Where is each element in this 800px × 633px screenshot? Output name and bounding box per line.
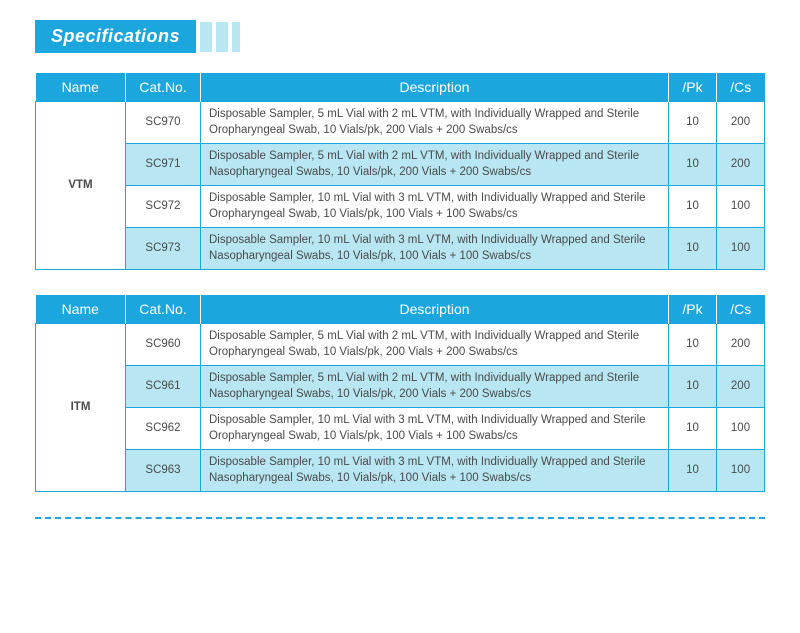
cat-no-cell: SC973 <box>126 228 201 270</box>
page-title: Specifications <box>35 20 196 53</box>
cs-cell: 200 <box>717 324 765 366</box>
pk-cell: 10 <box>669 450 717 492</box>
header-desc: Description <box>201 73 669 102</box>
stripe-3 <box>232 22 240 52</box>
group-name-cell: VTM <box>36 102 126 270</box>
cat-no-cell: SC972 <box>126 186 201 228</box>
table-row: SC962Disposable Sampler, 10 mL Vial with… <box>36 408 765 450</box>
header-pk: /Pk <box>669 73 717 102</box>
tables-container: NameCat.No.Description/Pk/CsVTMSC970Disp… <box>35 73 765 492</box>
dashed-divider <box>35 517 765 519</box>
cs-cell: 200 <box>717 144 765 186</box>
cat-no-cell: SC971 <box>126 144 201 186</box>
header-pk: /Pk <box>669 295 717 324</box>
header-cat: Cat.No. <box>126 295 201 324</box>
description-cell: Disposable Sampler, 10 mL Vial with 3 mL… <box>201 186 669 228</box>
pk-cell: 10 <box>669 144 717 186</box>
table-row: SC972Disposable Sampler, 10 mL Vial with… <box>36 186 765 228</box>
cs-cell: 100 <box>717 186 765 228</box>
description-cell: Disposable Sampler, 5 mL Vial with 2 mL … <box>201 102 669 144</box>
description-cell: Disposable Sampler, 10 mL Vial with 3 mL… <box>201 450 669 492</box>
cat-no-cell: SC962 <box>126 408 201 450</box>
description-cell: Disposable Sampler, 10 mL Vial with 3 mL… <box>201 228 669 270</box>
table-row: ITMSC960Disposable Sampler, 5 mL Vial wi… <box>36 324 765 366</box>
cs-cell: 100 <box>717 408 765 450</box>
description-cell: Disposable Sampler, 10 mL Vial with 3 mL… <box>201 408 669 450</box>
header-name: Name <box>36 295 126 324</box>
header-cs: /Cs <box>717 295 765 324</box>
cs-cell: 200 <box>717 366 765 408</box>
cs-cell: 200 <box>717 102 765 144</box>
description-cell: Disposable Sampler, 5 mL Vial with 2 mL … <box>201 366 669 408</box>
pk-cell: 10 <box>669 366 717 408</box>
stripe-1 <box>200 22 212 52</box>
header-name: Name <box>36 73 126 102</box>
title-stripes <box>200 22 240 52</box>
pk-cell: 10 <box>669 324 717 366</box>
cs-cell: 100 <box>717 450 765 492</box>
cat-no-cell: SC960 <box>126 324 201 366</box>
pk-cell: 10 <box>669 186 717 228</box>
cat-no-cell: SC970 <box>126 102 201 144</box>
table-row: VTMSC970Disposable Sampler, 5 mL Vial wi… <box>36 102 765 144</box>
pk-cell: 10 <box>669 228 717 270</box>
title-bar: Specifications <box>35 20 765 53</box>
pk-cell: 10 <box>669 408 717 450</box>
spec-table-vtm: NameCat.No.Description/Pk/CsVTMSC970Disp… <box>35 73 765 270</box>
header-cs: /Cs <box>717 73 765 102</box>
cat-no-cell: SC963 <box>126 450 201 492</box>
description-cell: Disposable Sampler, 5 mL Vial with 2 mL … <box>201 144 669 186</box>
table-row: SC973Disposable Sampler, 10 mL Vial with… <box>36 228 765 270</box>
table-row: SC961Disposable Sampler, 5 mL Vial with … <box>36 366 765 408</box>
stripe-2 <box>216 22 228 52</box>
header-cat: Cat.No. <box>126 73 201 102</box>
table-row: SC963Disposable Sampler, 10 mL Vial with… <box>36 450 765 492</box>
description-cell: Disposable Sampler, 5 mL Vial with 2 mL … <box>201 324 669 366</box>
header-desc: Description <box>201 295 669 324</box>
spec-table-itm: NameCat.No.Description/Pk/CsITMSC960Disp… <box>35 295 765 492</box>
table-row: SC971Disposable Sampler, 5 mL Vial with … <box>36 144 765 186</box>
group-name-cell: ITM <box>36 324 126 492</box>
cat-no-cell: SC961 <box>126 366 201 408</box>
pk-cell: 10 <box>669 102 717 144</box>
cs-cell: 100 <box>717 228 765 270</box>
